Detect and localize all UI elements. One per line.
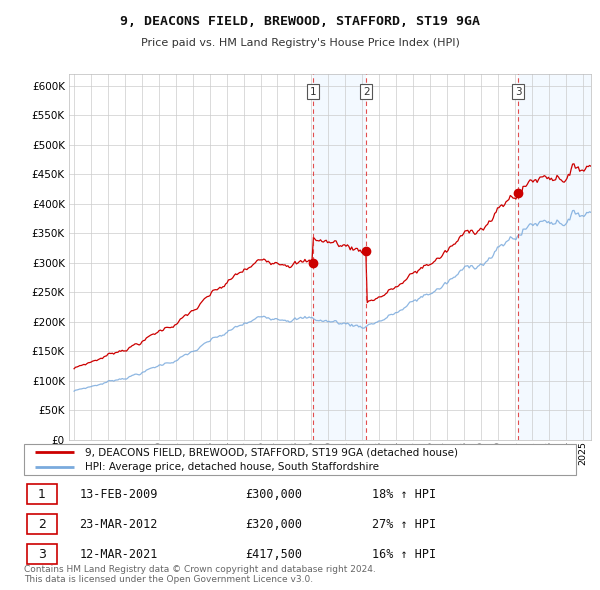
Text: 1: 1 <box>310 87 317 97</box>
Text: Contains HM Land Registry data © Crown copyright and database right 2024.
This d: Contains HM Land Registry data © Crown c… <box>24 565 376 584</box>
Text: 27% ↑ HPI: 27% ↑ HPI <box>372 517 436 531</box>
Text: 3: 3 <box>38 548 46 560</box>
FancyBboxPatch shape <box>27 544 57 564</box>
Text: 16% ↑ HPI: 16% ↑ HPI <box>372 548 436 560</box>
Text: 3: 3 <box>515 87 521 97</box>
Text: £417,500: £417,500 <box>245 548 302 560</box>
Text: 2: 2 <box>38 517 46 531</box>
FancyBboxPatch shape <box>27 484 57 504</box>
Bar <box>518 74 591 440</box>
Text: 13-FEB-2009: 13-FEB-2009 <box>79 488 158 501</box>
Text: 23-MAR-2012: 23-MAR-2012 <box>79 517 158 531</box>
Text: Price paid vs. HM Land Registry's House Price Index (HPI): Price paid vs. HM Land Registry's House … <box>140 38 460 48</box>
Text: 12-MAR-2021: 12-MAR-2021 <box>79 548 158 560</box>
Text: 9, DEACONS FIELD, BREWOOD, STAFFORD, ST19 9GA (detached house): 9, DEACONS FIELD, BREWOOD, STAFFORD, ST1… <box>85 447 458 457</box>
Text: 2: 2 <box>363 87 370 97</box>
Text: 18% ↑ HPI: 18% ↑ HPI <box>372 488 436 501</box>
Text: £320,000: £320,000 <box>245 517 302 531</box>
Text: £300,000: £300,000 <box>245 488 302 501</box>
Text: HPI: Average price, detached house, South Staffordshire: HPI: Average price, detached house, Sout… <box>85 462 379 472</box>
FancyBboxPatch shape <box>24 444 576 475</box>
FancyBboxPatch shape <box>27 514 57 534</box>
Text: 1: 1 <box>38 488 46 501</box>
Text: 9, DEACONS FIELD, BREWOOD, STAFFORD, ST19 9GA: 9, DEACONS FIELD, BREWOOD, STAFFORD, ST1… <box>120 15 480 28</box>
Bar <box>313 74 366 440</box>
